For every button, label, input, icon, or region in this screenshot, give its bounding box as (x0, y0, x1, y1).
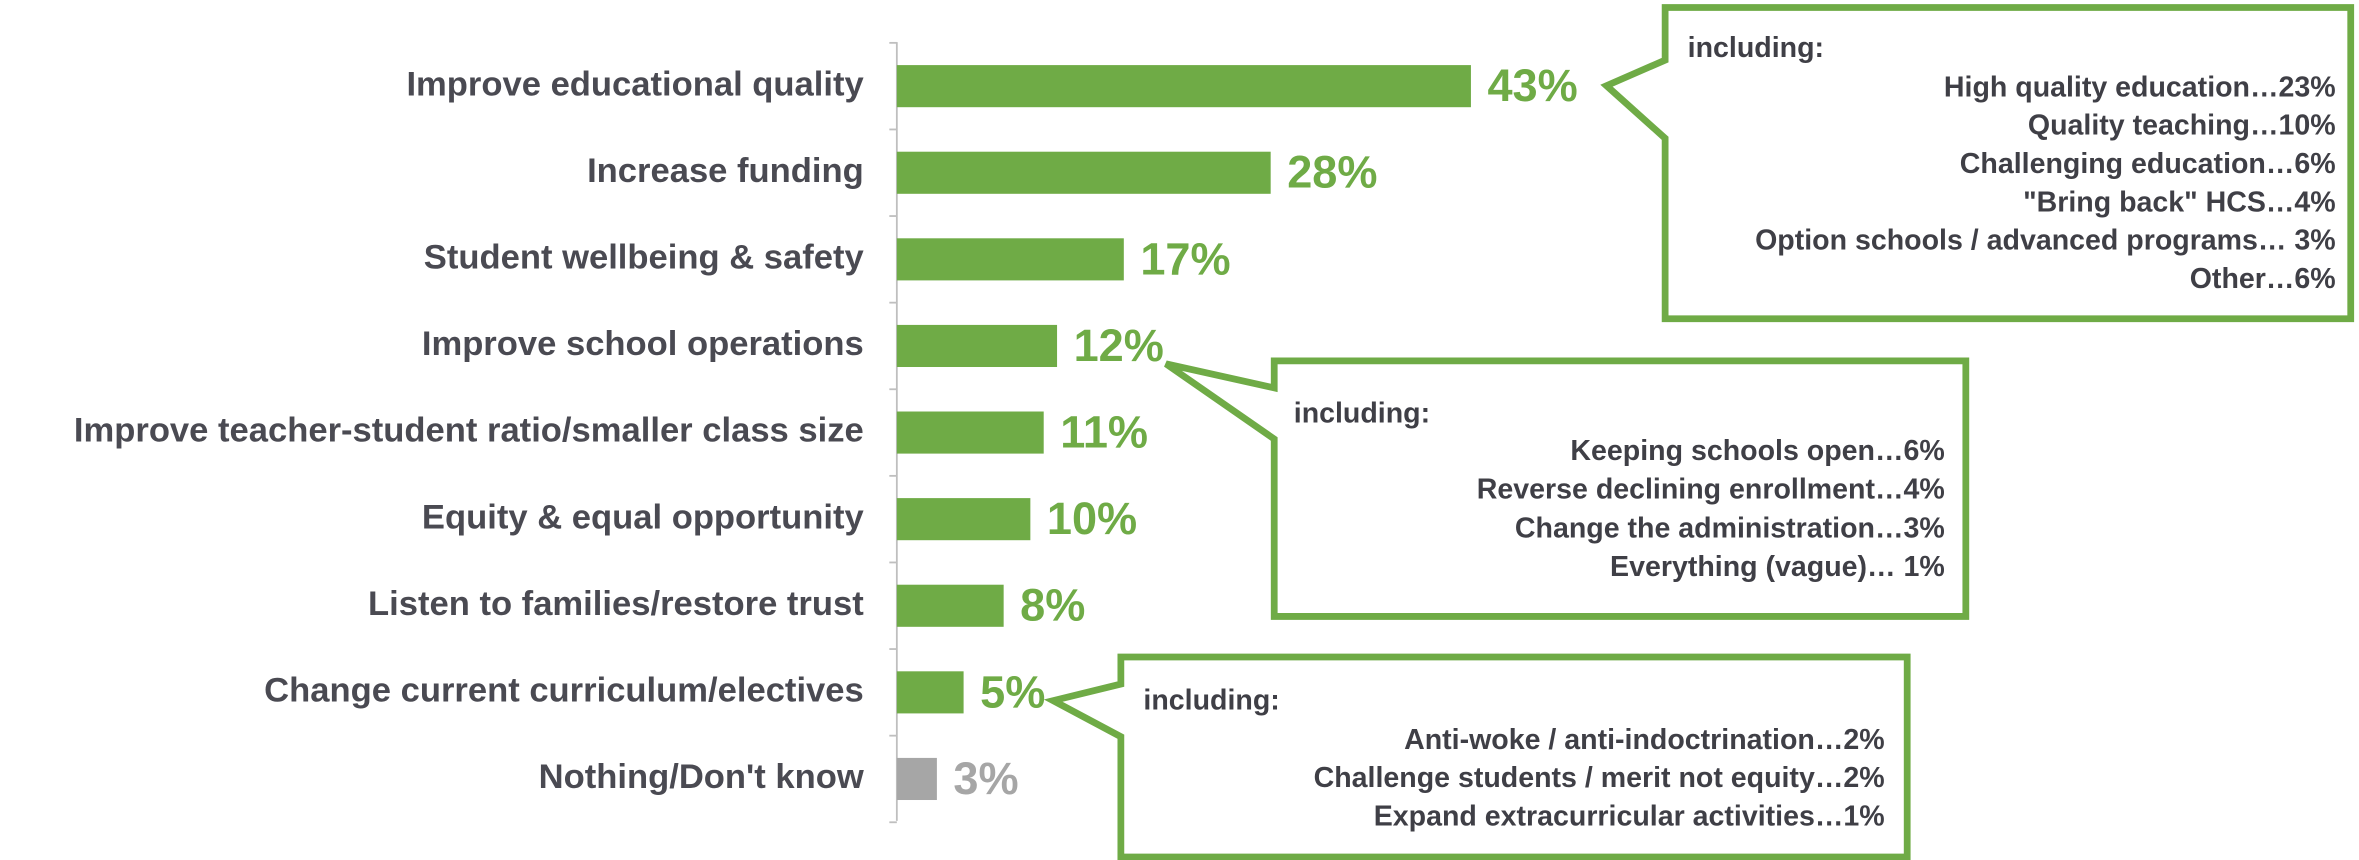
value-label: 28% (1287, 147, 1377, 198)
callout-line: Reverse declining enrollment…4% (1477, 474, 1945, 506)
callout-line: Challenging education…6% (1960, 148, 2336, 180)
callout-heading: including: (1688, 32, 1824, 64)
callout-line: Everything (vague)… 1% (1610, 551, 1945, 583)
value-label: 11% (1060, 406, 1148, 457)
callout-box (1600, 4, 2355, 323)
category-label: Improve school operations (422, 325, 864, 363)
category-label: Equity & equal opportunity (422, 498, 865, 536)
value-label: 10% (1047, 493, 1137, 544)
callout-line: Change the administration…3% (1515, 512, 1945, 544)
value-label: 8% (1020, 580, 1085, 631)
category-label: Change current curriculum/electives (264, 672, 864, 710)
bar (896, 324, 1058, 368)
category-label: Listen to families/restore trust (368, 585, 864, 623)
callout-line: High quality education…23% (1944, 71, 2336, 103)
category-label: Student wellbeing & safety (424, 238, 865, 276)
callout-box (1043, 653, 1911, 860)
bar (896, 151, 1271, 194)
category-label: Improve teacher-student ratio/smaller cl… (74, 412, 864, 450)
bar (896, 65, 1471, 108)
bar (896, 671, 964, 714)
value-label: 5% (980, 666, 1045, 717)
callout-line: Other…6% (2190, 263, 2336, 295)
callout-line: Challenge students / merit not equity…2% (1314, 762, 1885, 794)
bar (896, 584, 1004, 627)
callout-line: Keeping schools open…6% (1570, 435, 1944, 467)
callout-line: "Bring back" HCS…4% (2023, 186, 2336, 218)
callout-line: Quality teaching…10% (2028, 110, 2336, 142)
category-label: Nothing/Don't know (539, 758, 864, 796)
callout-line: Expand extracurricular activities…1% (1374, 800, 1885, 832)
bar (896, 238, 1124, 281)
value-label: 43% (1487, 60, 1577, 111)
callout-line: Anti-woke / anti-indoctrination…2% (1404, 724, 1885, 756)
bar (896, 498, 1031, 541)
callout-heading: including: (1143, 685, 1279, 717)
value-label: 17% (1140, 233, 1230, 284)
bar (896, 757, 937, 801)
value-label: 3% (953, 753, 1018, 804)
category-label: Improve educational quality (406, 65, 864, 103)
callout-heading: including: (1294, 398, 1430, 430)
bar (896, 411, 1044, 454)
callout-box (1164, 357, 1970, 620)
value-label: 12% (1074, 320, 1164, 371)
callout-line: Option schools / advanced programs… 3% (1755, 225, 2336, 257)
category-label: Increase funding (587, 152, 864, 190)
